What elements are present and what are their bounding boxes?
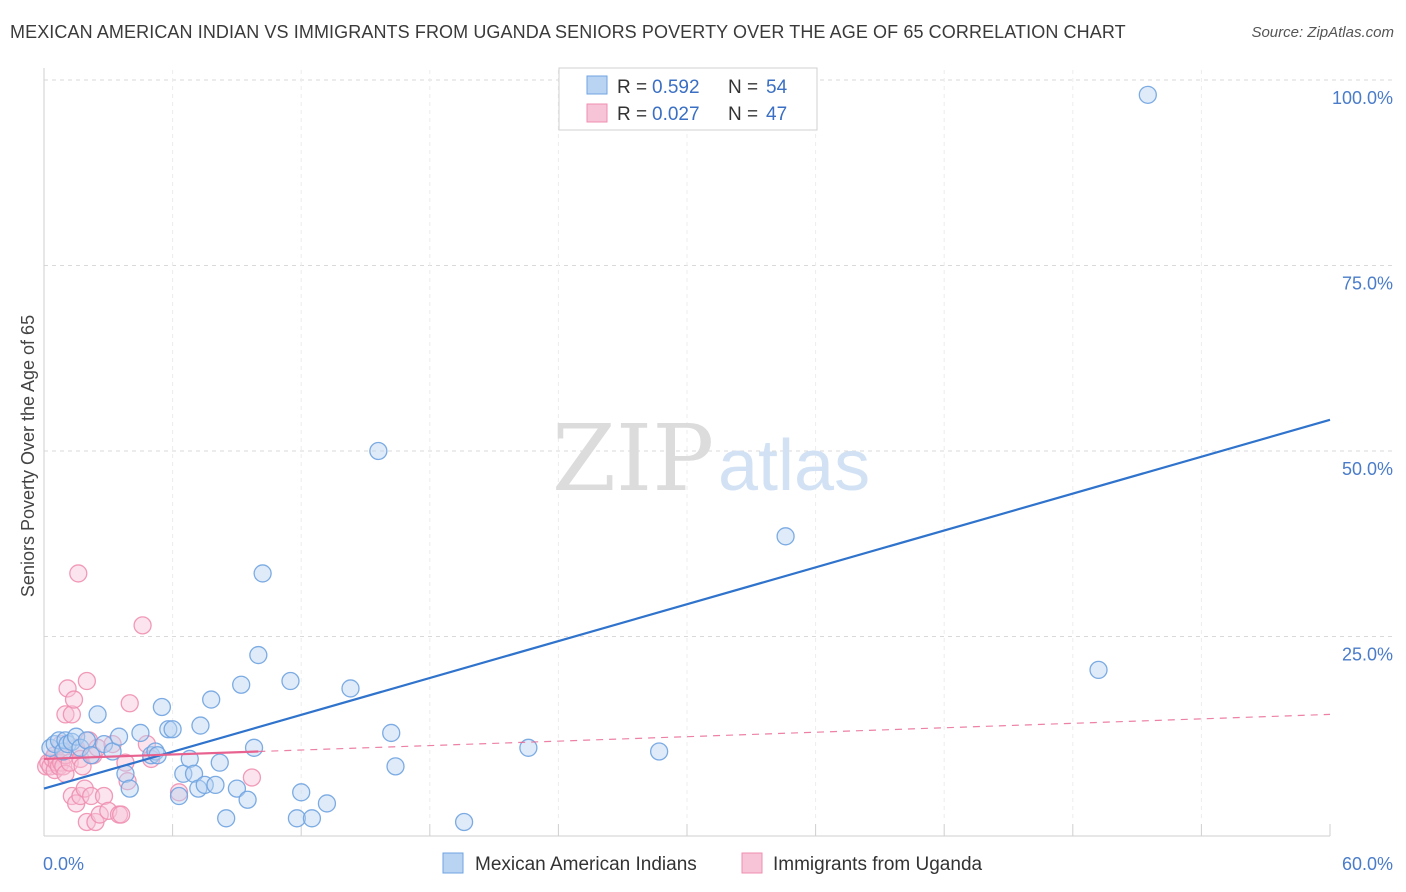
legend-r-label-blue: R = xyxy=(617,77,647,98)
mexican-american-indian-point-29 xyxy=(191,716,210,735)
uganda-point-34 xyxy=(94,786,114,806)
bottom-legend-label-blue: Mexican American Indians xyxy=(475,854,697,875)
mexican-american-indian-point-52 xyxy=(649,742,669,761)
watermark-zip: ZIP xyxy=(552,405,714,512)
mexican-american-indian-point-11 xyxy=(88,705,107,724)
legend-box: R = 0.592 N = 54 R = 0.027 N = 47 xyxy=(558,67,818,131)
watermark-atlas: atlas xyxy=(718,426,870,506)
x-tick-labels: 0.0% 60.0% xyxy=(43,854,1393,874)
legend-n-value-pink: 47 xyxy=(766,104,787,125)
uganda-point-18 xyxy=(64,690,84,709)
chart-title: MEXICAN AMERICAN INDIAN VS IMMIGRANTS FR… xyxy=(10,22,1126,42)
uganda-point-26 xyxy=(77,671,97,691)
mexican-american-indian-point-43 xyxy=(292,783,311,802)
mexican-american-indian-point-36 xyxy=(232,675,251,694)
mexican-american-indian-point-22 xyxy=(159,720,178,739)
uganda-point-29 xyxy=(82,786,101,806)
watermark: ZIP atlas xyxy=(552,405,870,512)
bottom-legend-swatch-blue xyxy=(442,852,464,874)
uganda-point-25 xyxy=(75,779,94,798)
grid-lines xyxy=(44,70,1392,822)
mexican-american-indian-point-37 xyxy=(238,790,257,809)
mexican-american-indian-point-8 xyxy=(71,738,90,757)
uganda-point-38 xyxy=(112,805,131,824)
mexican-american-indian-point-38 xyxy=(244,738,264,757)
mexican-american-indian-point-49 xyxy=(386,757,405,776)
uganda-point-21 xyxy=(69,564,88,583)
mexican-american-indian-point-54 xyxy=(1089,660,1108,680)
uganda-point-42 xyxy=(133,616,152,635)
source-label: Source: ZipAtlas.com xyxy=(1251,24,1394,41)
mexican-american-indian-point-45 xyxy=(317,794,337,813)
mexican-american-indian-point-27 xyxy=(184,764,204,783)
y-axis-label: Seniors Poverty Over the Age of 65 xyxy=(18,315,38,597)
mexican-american-indian-point-39 xyxy=(249,645,268,665)
mexican-american-indian-point-9 xyxy=(77,731,97,750)
trend-line-mexican-american-indians xyxy=(43,418,1331,790)
mexican-american-indian-point-34 xyxy=(217,809,236,828)
y-tick-label-2: 75.0% xyxy=(1342,274,1393,294)
x-tick-label-1: 60.0% xyxy=(1342,854,1393,874)
x-tick-label-0: 0.0% xyxy=(43,854,84,874)
uganda-point-14 xyxy=(58,679,77,698)
uganda-point-40 xyxy=(118,772,137,791)
uganda-point-46 xyxy=(242,768,262,787)
trend-line-uganda-solid xyxy=(43,750,259,761)
legend-n-label-pink: N = xyxy=(728,104,758,125)
mexican-american-indian-point-16 xyxy=(120,779,139,798)
uganda-point-13 xyxy=(56,705,75,724)
mexican-american-indian-point-24 xyxy=(169,786,189,806)
bottom-legend-label-pink: Immigrants from Uganda xyxy=(773,854,983,875)
mexican-american-indian-point-46 xyxy=(341,679,360,698)
mexican-american-indian-point-21 xyxy=(152,697,172,717)
uganda-point-16 xyxy=(62,705,82,724)
series-legend: Mexican American Indians Immigrants from… xyxy=(442,852,983,875)
bottom-legend-swatch-pink xyxy=(741,852,763,874)
legend-n-value-blue: 54 xyxy=(766,77,788,98)
mexican-american-indian-point-33 xyxy=(210,753,229,772)
trend-lines xyxy=(43,418,1331,790)
mexican-american-indian-point-14 xyxy=(109,727,129,746)
mexican-american-indian-point-35 xyxy=(227,779,247,798)
series-uganda-points xyxy=(36,564,262,832)
series-mexican-american-indians-points xyxy=(41,85,1157,832)
mexican-american-indian-point-47 xyxy=(369,441,388,461)
y-tick-label-3: 100.0% xyxy=(1332,88,1393,108)
legend-swatch-pink xyxy=(586,103,608,123)
mexican-american-indian-point-42 xyxy=(287,809,307,828)
legend-r-value-pink: 0.027 xyxy=(652,104,700,125)
y-tick-label-1: 50.0% xyxy=(1342,459,1393,479)
mexican-american-indian-point-17 xyxy=(131,723,150,743)
mexican-american-indian-point-10 xyxy=(82,746,101,765)
legend-n-label-blue: N = xyxy=(728,77,758,98)
y-tick-labels: 25.0% 50.0% 75.0% 100.0% xyxy=(1332,88,1393,665)
mexican-american-indian-point-23 xyxy=(163,720,182,739)
uganda-point-41 xyxy=(120,694,139,713)
legend-r-value-blue: 0.592 xyxy=(652,77,700,98)
mexican-american-indian-point-51 xyxy=(519,738,538,757)
legend-swatch-blue xyxy=(586,75,608,95)
mexican-american-indian-point-44 xyxy=(302,809,322,828)
mexican-american-indian-point-50 xyxy=(454,812,474,832)
mexican-american-indian-point-48 xyxy=(382,723,401,743)
mexican-american-indian-point-55 xyxy=(1138,85,1157,104)
y-tick-label-0: 25.0% xyxy=(1342,645,1393,665)
mexican-american-indian-point-53 xyxy=(776,527,795,546)
legend-r-label-pink: R = xyxy=(617,104,647,125)
trend-line-uganda-dashed xyxy=(258,713,1331,753)
mexican-american-indian-point-7 xyxy=(67,727,86,746)
mexican-american-indian-point-30 xyxy=(195,775,214,795)
mexican-american-indian-point-32 xyxy=(206,775,225,795)
mexican-american-indian-point-40 xyxy=(253,564,272,583)
mexican-american-indian-point-41 xyxy=(281,671,300,691)
mexican-american-indian-point-31 xyxy=(202,690,221,709)
